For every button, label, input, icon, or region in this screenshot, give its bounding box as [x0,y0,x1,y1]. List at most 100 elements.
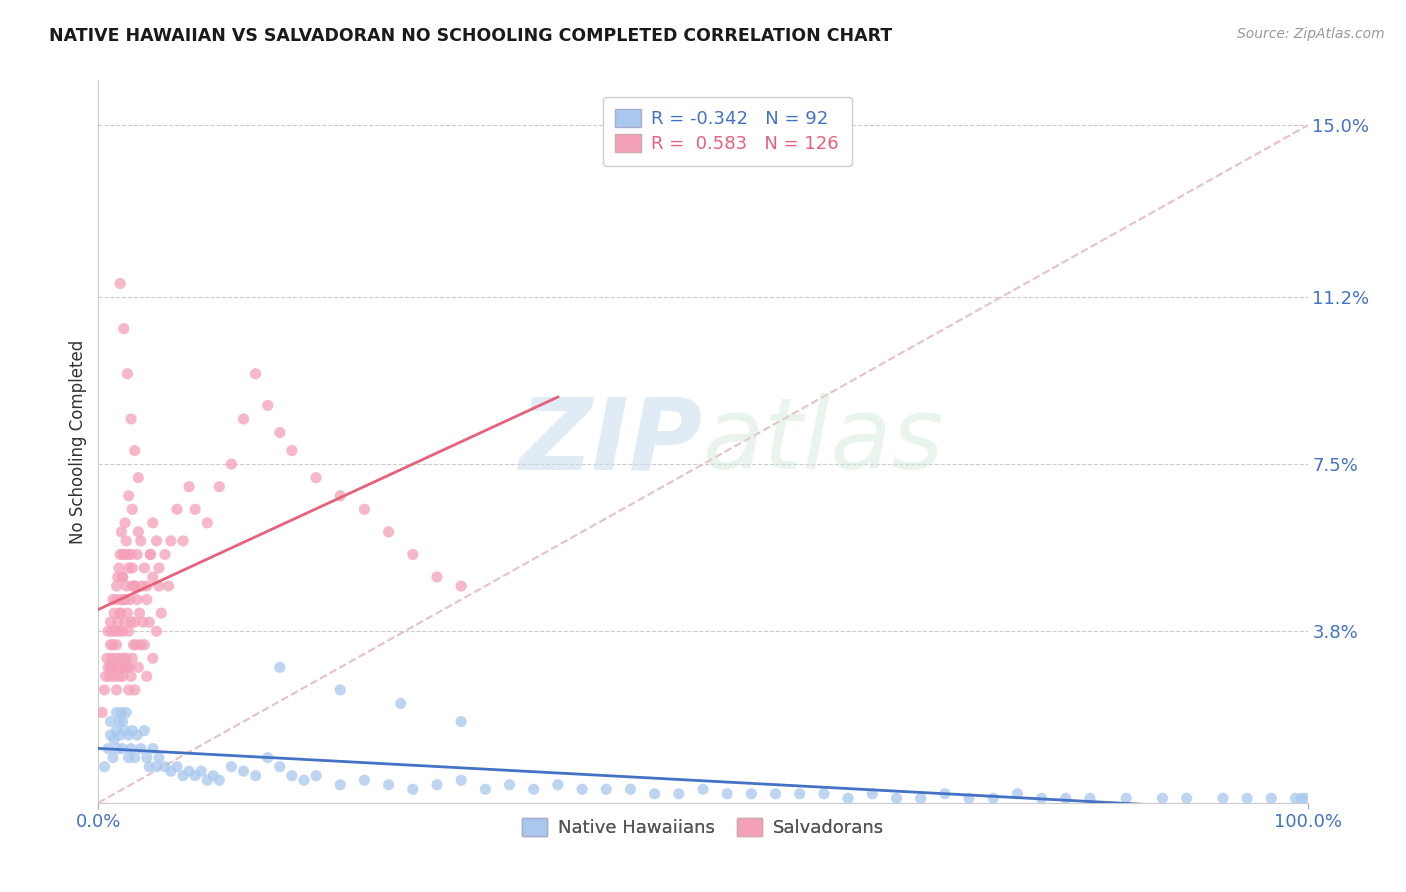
Point [190,764,212,779]
Point [135,592,157,607]
Point [121,561,143,575]
Point [100,714,122,729]
Point [103,606,125,620]
Point [195,773,218,788]
Point [120,669,142,683]
Point [103,669,125,683]
Point [101,638,124,652]
Point [135,669,157,683]
Point [1291,791,1313,805]
Point [172,769,194,783]
Point [789,787,811,801]
Point [120,615,142,630]
Point [153,760,176,774]
Point [124,615,146,630]
Point [108,561,131,575]
Point [329,682,352,697]
Point [329,489,352,503]
Legend: Native Hawaiians, Salvadorans: Native Hawaiians, Salvadorans [515,811,891,845]
Point [353,773,375,788]
Point [114,615,136,630]
Point [1175,791,1198,805]
Point [124,750,146,764]
Point [281,769,304,783]
Text: NATIVE HAWAIIAN VS SALVADORAN NO SCHOOLING COMPLETED CORRELATION CHART: NATIVE HAWAIIAN VS SALVADORAN NO SCHOOLI… [49,27,893,45]
Point [127,524,149,539]
Point [910,791,932,805]
Point [118,750,141,764]
Point [127,660,149,674]
Point [245,367,267,381]
Point [117,660,139,674]
Point [91,706,114,720]
Point [124,443,146,458]
Point [100,624,122,639]
Point [1294,791,1316,805]
Point [523,782,546,797]
Point [166,502,188,516]
Point [145,624,167,639]
Point [619,782,641,797]
Point [124,579,146,593]
Point [115,533,138,548]
Point [104,624,127,639]
Point [145,533,167,548]
Point [110,706,132,720]
Point [221,457,243,471]
Point [120,741,142,756]
Point [134,561,156,575]
Point [127,592,149,607]
Point [111,741,134,756]
Point [138,615,160,630]
Point [100,615,122,630]
Point [100,638,122,652]
Point [127,471,149,485]
Point [121,723,143,738]
Point [142,741,165,756]
Point [117,606,139,620]
Point [114,592,136,607]
Point [1007,787,1029,801]
Point [886,791,908,805]
Point [148,561,170,575]
Point [179,764,201,779]
Point [160,533,183,548]
Point [740,787,762,801]
Point [813,787,835,801]
Point [112,321,135,335]
Point [111,669,134,683]
Point [108,714,131,729]
Point [129,533,152,548]
Point [100,660,122,674]
Point [184,502,207,516]
Point [118,489,141,503]
Point [1260,791,1282,805]
Point [108,669,131,683]
Point [148,579,170,593]
Point [110,524,132,539]
Point [100,651,122,665]
Point [644,787,666,801]
Point [256,398,278,412]
Point [118,624,141,639]
Point [139,548,162,562]
Point [957,791,980,805]
Point [716,787,738,801]
Point [105,723,128,738]
Point [1236,791,1258,805]
Point [281,443,304,458]
Point [110,592,132,607]
Point [97,624,120,639]
Point [232,764,254,779]
Point [121,502,143,516]
Point [595,782,617,797]
Point [105,638,128,652]
Point [221,760,243,774]
Point [139,548,162,562]
Point [105,592,128,607]
Point [256,750,278,764]
Point [142,570,165,584]
Point [426,570,449,584]
Point [118,682,141,697]
Point [547,778,569,792]
